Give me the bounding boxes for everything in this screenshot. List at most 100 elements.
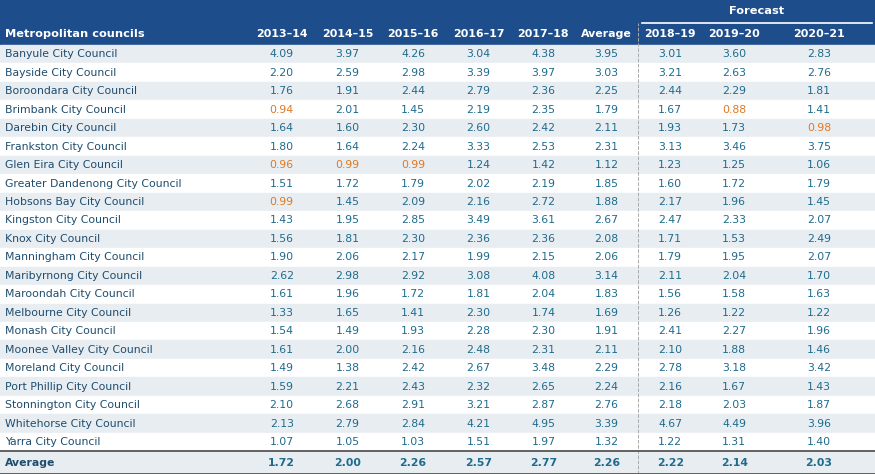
Text: 4.95: 4.95	[531, 419, 556, 428]
Bar	[0, 248, 875, 266]
Text: 1.41: 1.41	[807, 105, 831, 115]
Text: 1.56: 1.56	[270, 234, 294, 244]
Text: 4.38: 4.38	[531, 49, 556, 59]
Text: 2.42: 2.42	[401, 363, 425, 373]
Text: 1.06: 1.06	[807, 160, 831, 170]
Text: 2.48: 2.48	[466, 345, 491, 355]
Text: Average: Average	[581, 29, 632, 39]
Text: Hobsons Bay City Council: Hobsons Bay City Council	[5, 197, 144, 207]
Text: 1.40: 1.40	[807, 437, 831, 447]
Text: 1.43: 1.43	[270, 216, 294, 226]
Text: 1.07: 1.07	[270, 437, 294, 447]
Text: 2.08: 2.08	[594, 234, 619, 244]
Text: 0.94: 0.94	[270, 105, 294, 115]
Text: 1.22: 1.22	[658, 437, 682, 447]
Text: 1.90: 1.90	[270, 252, 294, 263]
Text: Whitehorse City Council: Whitehorse City Council	[5, 419, 136, 428]
Text: 1.95: 1.95	[335, 216, 360, 226]
Text: 2.67: 2.67	[466, 363, 491, 373]
Text: 3.08: 3.08	[466, 271, 491, 281]
Text: 2.06: 2.06	[335, 252, 360, 263]
Text: 3.21: 3.21	[466, 400, 491, 410]
Text: 2.33: 2.33	[722, 216, 746, 226]
Text: 1.22: 1.22	[807, 308, 831, 318]
Text: 2.31: 2.31	[594, 142, 619, 152]
Text: 1.79: 1.79	[807, 179, 831, 189]
Text: 1.49: 1.49	[270, 363, 294, 373]
Text: 3.21: 3.21	[658, 68, 682, 78]
Text: 3.03: 3.03	[594, 68, 619, 78]
Text: 1.46: 1.46	[807, 345, 831, 355]
Text: 2.19: 2.19	[466, 105, 491, 115]
Text: 2.00: 2.00	[334, 457, 360, 468]
Text: 1.99: 1.99	[466, 252, 491, 263]
Text: 4.67: 4.67	[658, 419, 682, 428]
Text: 2.49: 2.49	[807, 234, 831, 244]
Text: 1.70: 1.70	[807, 271, 831, 281]
Bar	[0, 193, 875, 211]
Text: 1.25: 1.25	[722, 160, 746, 170]
Text: 1.73: 1.73	[722, 123, 746, 133]
Text: 1.74: 1.74	[531, 308, 556, 318]
Bar	[0, 359, 875, 377]
Text: 3.61: 3.61	[531, 216, 556, 226]
Text: 3.96: 3.96	[807, 419, 831, 428]
Text: 1.79: 1.79	[594, 105, 619, 115]
Text: 2.41: 2.41	[658, 326, 682, 336]
Text: Melbourne City Council: Melbourne City Council	[5, 308, 131, 318]
Text: Maroondah City Council: Maroondah City Council	[5, 289, 135, 299]
Text: 1.93: 1.93	[658, 123, 682, 133]
Text: 1.23: 1.23	[658, 160, 682, 170]
Text: 1.26: 1.26	[658, 308, 682, 318]
Text: 1.79: 1.79	[401, 179, 425, 189]
Text: 1.03: 1.03	[401, 437, 425, 447]
Text: 1.83: 1.83	[594, 289, 619, 299]
Text: 2.36: 2.36	[531, 86, 556, 96]
Text: Moonee Valley City Council: Moonee Valley City Council	[5, 345, 153, 355]
Bar	[0, 45, 875, 64]
Text: 2019–20: 2019–20	[708, 29, 760, 39]
Text: 1.56: 1.56	[658, 289, 682, 299]
Text: 2.02: 2.02	[466, 179, 491, 189]
Text: 3.49: 3.49	[466, 216, 491, 226]
Text: 2.03: 2.03	[806, 457, 832, 468]
Text: 1.61: 1.61	[270, 289, 294, 299]
Text: 1.72: 1.72	[335, 179, 360, 189]
Bar	[0, 230, 875, 248]
Text: Yarra City Council: Yarra City Council	[5, 437, 101, 447]
Text: 3.39: 3.39	[594, 419, 619, 428]
Text: Monash City Council: Monash City Council	[5, 326, 116, 336]
Text: 1.41: 1.41	[401, 308, 425, 318]
Text: Bayside City Council: Bayside City Council	[5, 68, 116, 78]
Text: 1.81: 1.81	[335, 234, 360, 244]
Text: 2.24: 2.24	[401, 142, 425, 152]
Text: 2.76: 2.76	[594, 400, 619, 410]
Text: 1.87: 1.87	[807, 400, 831, 410]
Text: 2.16: 2.16	[466, 197, 491, 207]
Text: 2.83: 2.83	[807, 49, 831, 59]
Text: 1.33: 1.33	[270, 308, 294, 318]
Text: 1.67: 1.67	[722, 382, 746, 392]
Text: 4.21: 4.21	[466, 419, 491, 428]
Text: 2016–17: 2016–17	[453, 29, 504, 39]
Text: 4.09: 4.09	[270, 49, 294, 59]
Text: 2.16: 2.16	[658, 382, 682, 392]
Text: 2.16: 2.16	[401, 345, 425, 355]
Text: 2.26: 2.26	[593, 457, 619, 468]
Text: 1.38: 1.38	[335, 363, 360, 373]
Text: 1.43: 1.43	[807, 382, 831, 392]
Text: 3.33: 3.33	[466, 142, 491, 152]
Text: 2.44: 2.44	[658, 86, 682, 96]
Text: 0.88: 0.88	[722, 105, 746, 115]
Text: 0.98: 0.98	[807, 123, 831, 133]
Text: 1.76: 1.76	[270, 86, 294, 96]
Bar	[0, 119, 875, 137]
Text: 1.95: 1.95	[722, 252, 746, 263]
Text: 2.98: 2.98	[401, 68, 425, 78]
Text: 0.96: 0.96	[270, 160, 294, 170]
Bar	[0, 64, 875, 82]
Text: 2.29: 2.29	[594, 363, 619, 373]
Text: 1.79: 1.79	[658, 252, 682, 263]
Text: 2.98: 2.98	[335, 271, 360, 281]
Text: Knox City Council: Knox City Council	[5, 234, 101, 244]
